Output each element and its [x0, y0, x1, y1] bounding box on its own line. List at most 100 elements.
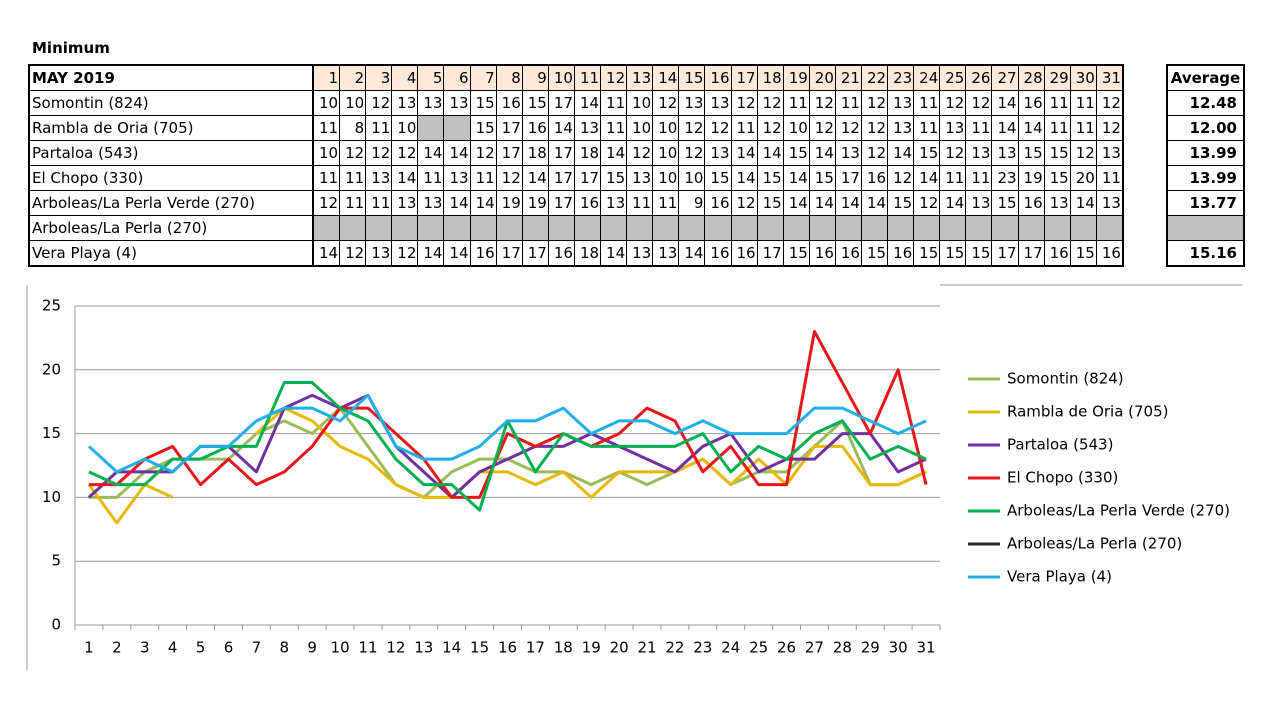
day-header: 31 — [1095, 64, 1124, 91]
day-header: 4 — [391, 64, 419, 91]
value-cell: 17 — [547, 190, 575, 216]
value-cell: 11 — [469, 165, 497, 191]
value-cell: 11 — [339, 190, 367, 216]
value-cell: 15 — [782, 140, 810, 166]
value-cell: 12 — [756, 90, 784, 116]
value-cell: 18 — [573, 240, 602, 267]
table-row: Somontin (824) 10 10 12 13 13 13 15 16 15 17 14 11 10… — [28, 90, 1124, 116]
value-cell: 13 — [443, 165, 471, 191]
empty-cell — [1166, 215, 1245, 241]
empty-cell — [1043, 215, 1071, 241]
value-cell: 13 — [652, 240, 680, 267]
value-cell: 10 — [391, 115, 419, 141]
empty-cell — [1095, 215, 1124, 241]
value-cell: 14 — [443, 140, 471, 166]
x-tick-label: 5 — [196, 639, 206, 657]
value-cell: 10 — [652, 140, 680, 166]
empty-cell — [391, 215, 419, 241]
value-cell: 13 — [365, 240, 393, 267]
value-cell: 13 — [965, 190, 993, 216]
sheet-title: Minimum — [32, 39, 110, 57]
x-tick-label: 15 — [470, 639, 489, 657]
value-cell: 15 — [965, 240, 993, 267]
empty-cell — [417, 215, 445, 241]
day-header: 30 — [1069, 64, 1097, 91]
value-cell: 12 — [1069, 140, 1097, 166]
value-cell: 11 — [730, 115, 758, 141]
empty-cell — [600, 215, 628, 241]
value-cell: 13 — [1095, 140, 1124, 166]
series-line — [87, 483, 174, 525]
x-tick-label: 31 — [917, 639, 936, 657]
value-cell: 13 — [991, 140, 1019, 166]
value-cell: 17 — [834, 165, 862, 191]
value-cell: 11 — [339, 165, 367, 191]
day-header: 24 — [913, 64, 941, 91]
value-cell: 15 — [756, 165, 784, 191]
value-cell: 16 — [808, 240, 836, 267]
day-header: 10 — [547, 64, 575, 91]
value-cell: 11 — [1043, 115, 1071, 141]
value-cell: 14 — [547, 115, 575, 141]
x-tick-label: 17 — [526, 639, 545, 657]
value-cell: 12 — [1095, 90, 1124, 116]
value-cell: 15 — [782, 240, 810, 267]
day-header: 20 — [808, 64, 836, 91]
value-cell: 11 — [1069, 90, 1097, 116]
value-cell: 13 — [417, 190, 445, 216]
value-cell: 16 — [834, 240, 862, 267]
x-tick-label: 25 — [749, 639, 768, 657]
value-cell: 12 — [887, 165, 915, 191]
average-row — [1166, 215, 1245, 241]
value-cell: 15 — [939, 240, 967, 267]
day-header: 15 — [678, 64, 706, 91]
value-cell: 12 — [365, 140, 393, 166]
legend-label: Rambla de Oria (705) — [1007, 403, 1169, 421]
value-cell: 13 — [417, 90, 445, 116]
value-cell: 14 — [834, 190, 862, 216]
table-row: Partaloa (543) 10 12 12 12 14 14 12 17 18 17 18 14 12… — [28, 140, 1124, 166]
value-cell: 10 — [312, 140, 341, 166]
day-header: 8 — [495, 64, 523, 91]
x-tick-label: 1 — [84, 639, 94, 657]
value-cell: 13 — [887, 90, 915, 116]
y-tick-label: 25 — [42, 297, 61, 315]
value-cell: 11 — [913, 90, 941, 116]
empty-cell — [1069, 215, 1097, 241]
value-cell: 11 — [939, 165, 967, 191]
average-cell: 15.16 — [1166, 240, 1245, 267]
value-cell: 15 — [1043, 140, 1071, 166]
value-cell: 20 — [1069, 165, 1097, 191]
station-name: Vera Playa (4) — [28, 240, 314, 267]
x-tick-label: 12 — [386, 639, 405, 657]
empty-cell — [1017, 215, 1045, 241]
value-cell: 11 — [365, 115, 393, 141]
x-tick-label: 19 — [582, 639, 601, 657]
value-cell: 12 — [678, 115, 706, 141]
value-cell: 12 — [808, 90, 836, 116]
value-cell: 11 — [600, 90, 628, 116]
legend-label: Arboleas/La Perla (270) — [1007, 535, 1182, 553]
value-cell: 12 — [860, 90, 889, 116]
average-row: 13.99 — [1166, 140, 1245, 166]
day-header: 11 — [573, 64, 602, 91]
value-cell: 19 — [1017, 165, 1045, 191]
value-cell: 12 — [860, 115, 889, 141]
empty-cell — [495, 215, 523, 241]
empty-cell — [443, 115, 471, 141]
empty-cell — [808, 215, 836, 241]
day-header: 16 — [704, 64, 732, 91]
empty-cell — [573, 215, 602, 241]
day-header: 27 — [991, 64, 1019, 91]
legend-label: Vera Playa (4) — [1007, 568, 1112, 586]
empty-cell — [913, 215, 941, 241]
value-cell: 16 — [1043, 240, 1071, 267]
series-line — [255, 406, 927, 499]
day-header: 18 — [756, 64, 784, 91]
value-cell: 17 — [521, 240, 549, 267]
x-tick-label: 8 — [280, 639, 290, 657]
empty-cell — [365, 215, 393, 241]
value-cell: 16 — [521, 115, 549, 141]
value-cell: 17 — [547, 90, 575, 116]
value-cell: 14 — [939, 190, 967, 216]
